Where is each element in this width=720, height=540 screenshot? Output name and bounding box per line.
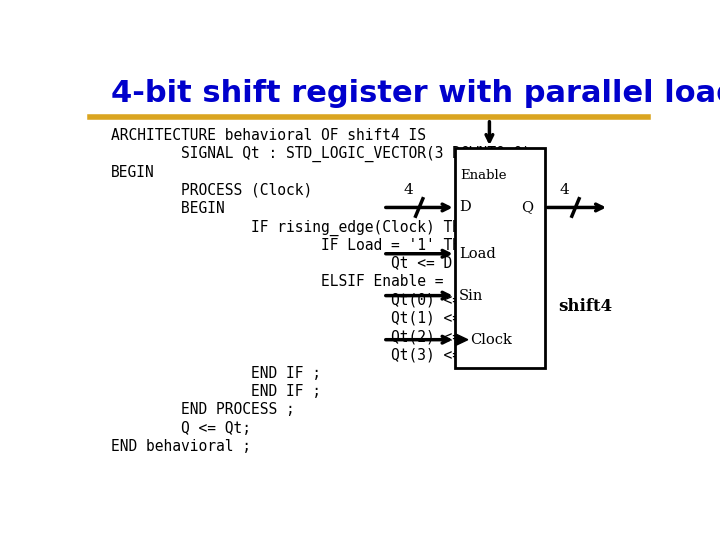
Text: D: D xyxy=(459,200,471,214)
Text: 4: 4 xyxy=(404,183,413,197)
Polygon shape xyxy=(456,334,468,346)
Text: shift4: shift4 xyxy=(559,298,613,315)
Text: ELSIF Enable = ‘ 1’  THEN: ELSIF Enable = ‘ 1’ THEN xyxy=(111,274,540,289)
Text: Qt(1) <= Qt(2);: Qt(1) <= Qt(2); xyxy=(111,311,523,326)
Text: Q: Q xyxy=(521,200,534,214)
Text: Qt(0) <= Qt(1) ;: Qt(0) <= Qt(1) ; xyxy=(111,293,531,308)
Text: Clock: Clock xyxy=(470,333,512,347)
Text: Qt(3) <= Sin;: Qt(3) <= Sin; xyxy=(111,348,505,362)
Text: ARCHITECTURE behavioral OF shift4 IS: ARCHITECTURE behavioral OF shift4 IS xyxy=(111,128,426,143)
Text: 4: 4 xyxy=(560,183,570,197)
Text: END PROCESS ;: END PROCESS ; xyxy=(111,402,295,417)
Bar xyxy=(456,148,545,368)
Text: BEGIN: BEGIN xyxy=(111,165,155,180)
Text: Qt <= D ;: Qt <= D ; xyxy=(111,256,470,271)
Text: END IF ;: END IF ; xyxy=(111,366,321,381)
Text: Load: Load xyxy=(459,247,495,261)
Text: Enable: Enable xyxy=(460,168,506,182)
Text: BEGIN: BEGIN xyxy=(111,201,225,216)
Text: SIGNAL Qt : STD_LOGIC_VECTOR(3 DOWNTO 0);: SIGNAL Qt : STD_LOGIC_VECTOR(3 DOWNTO 0)… xyxy=(111,146,540,163)
Text: Sin: Sin xyxy=(459,288,483,302)
Text: IF rising_edge(Clock) THEN: IF rising_edge(Clock) THEN xyxy=(111,219,479,235)
Text: IF Load = '1' THEN: IF Load = '1' THEN xyxy=(111,238,479,253)
Text: END behavioral ;: END behavioral ; xyxy=(111,439,251,454)
Text: END IF ;: END IF ; xyxy=(111,384,321,399)
Text: Qt(2) <= Qt(3) ;: Qt(2) <= Qt(3) ; xyxy=(111,329,531,344)
Text: 4-bit shift register with parallel load (2): 4-bit shift register with parallel load … xyxy=(111,79,720,109)
Text: Q <= Qt;: Q <= Qt; xyxy=(111,421,251,436)
Text: PROCESS (Clock): PROCESS (Clock) xyxy=(111,183,312,198)
